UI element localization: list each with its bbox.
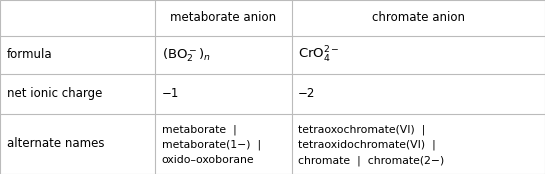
Text: formula: formula bbox=[7, 48, 52, 61]
Text: tetraoxochromate(VI)  |
tetraoxidochromate(VI)  |
chromate  |  chromate(2−): tetraoxochromate(VI) | tetraoxidochromat… bbox=[298, 124, 444, 165]
Text: −1: −1 bbox=[162, 88, 179, 100]
Text: chromate anion: chromate anion bbox=[372, 11, 465, 24]
Text: metaborate  |
metaborate(1−)  |
oxido–oxoborane: metaborate | metaborate(1−) | oxido–oxob… bbox=[162, 124, 261, 165]
Text: −2: −2 bbox=[298, 88, 316, 100]
Text: metaborate anion: metaborate anion bbox=[171, 11, 276, 24]
Text: alternate names: alternate names bbox=[7, 137, 104, 151]
Text: CrO$_4^{2-}$: CrO$_4^{2-}$ bbox=[298, 45, 340, 65]
Text: net ionic charge: net ionic charge bbox=[7, 88, 102, 100]
Text: (BO$_2^-$)$_n$: (BO$_2^-$)$_n$ bbox=[162, 46, 211, 64]
